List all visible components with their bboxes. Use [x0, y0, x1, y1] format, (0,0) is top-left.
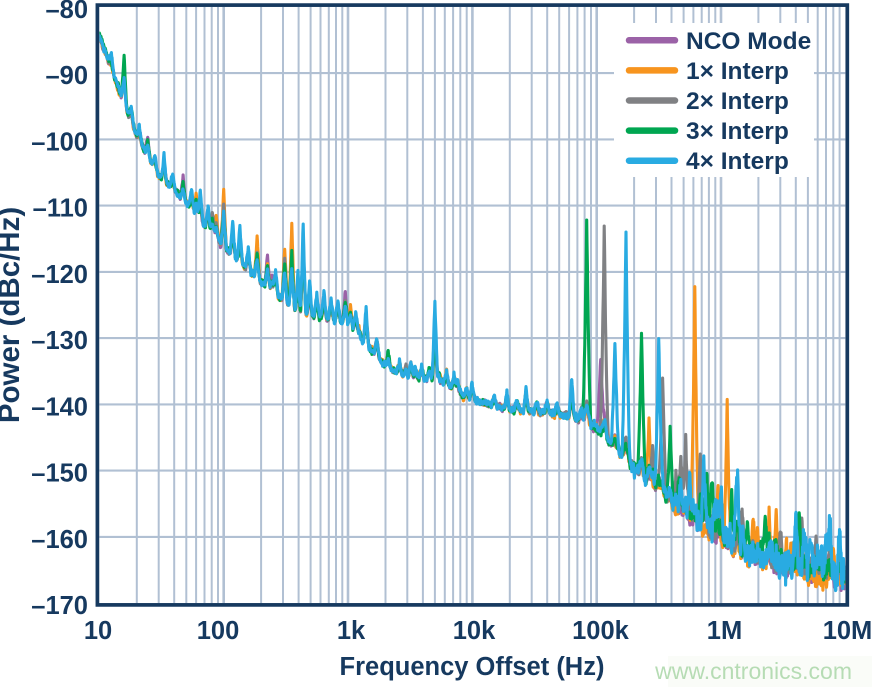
svg-text:www.cntronics.com: www.cntronics.com — [654, 658, 852, 684]
svg-text:1× Interp: 1× Interp — [686, 58, 789, 85]
svg-text:–120: –120 — [31, 261, 88, 289]
svg-text:10: 10 — [84, 617, 112, 645]
svg-text:Power (dBc/Hz): Power (dBc/Hz) — [0, 207, 26, 423]
svg-text:10k: 10k — [453, 617, 496, 645]
svg-text:–170: –170 — [31, 592, 88, 620]
svg-text:–150: –150 — [31, 460, 88, 488]
svg-text:1M: 1M — [707, 617, 742, 645]
svg-text:2× Interp: 2× Interp — [686, 88, 789, 115]
svg-text:–140: –140 — [31, 393, 88, 421]
svg-text:–80: –80 — [45, 0, 88, 24]
svg-text:–110: –110 — [33, 195, 88, 223]
svg-text:10M: 10M — [823, 617, 872, 645]
svg-text:1k: 1k — [337, 617, 366, 645]
svg-text:–100: –100 — [31, 128, 88, 156]
svg-text:–160: –160 — [31, 526, 88, 554]
svg-text:Frequency Offset (Hz): Frequency Offset (Hz) — [340, 653, 605, 681]
svg-text:–130: –130 — [31, 327, 88, 355]
svg-text:4× Interp: 4× Interp — [686, 148, 789, 175]
svg-text:3× Interp: 3× Interp — [686, 118, 789, 145]
svg-text:100k: 100k — [572, 617, 630, 645]
svg-text:–90: –90 — [45, 62, 88, 90]
svg-text:100: 100 — [197, 617, 240, 645]
svg-text:NCO Mode: NCO Mode — [686, 28, 811, 55]
